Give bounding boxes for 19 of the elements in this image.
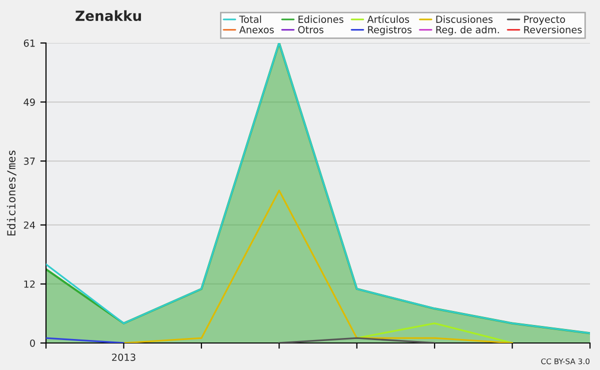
y-tick-label: 49: [24, 98, 35, 106]
legend-label: Discusiones: [436, 15, 493, 23]
legend-label: Anexos: [239, 26, 274, 34]
y-tick-label: 0: [30, 339, 35, 347]
legend-label: Artículos: [367, 15, 410, 23]
legend-label: Registros: [368, 26, 412, 36]
x-tick-label: 2013: [112, 354, 136, 361]
y-tick-label: 61: [24, 39, 35, 47]
y-axis-title: Ediciones/mes: [6, 150, 16, 236]
legend-label: Otros: [298, 26, 324, 34]
chart-title: Zenakku: [76, 10, 141, 22]
legend-label: Reg. de adm.: [436, 26, 499, 36]
y-tick-label: 37: [24, 158, 35, 165]
y-tick-label: 12: [24, 280, 35, 288]
legend-label: Proyecto: [524, 16, 565, 25]
legend-label: Ediciones: [298, 15, 344, 23]
legend-label: Total: [239, 15, 261, 23]
legend-label: Reversiones: [524, 26, 582, 34]
y-tick-label: 24: [24, 221, 36, 229]
